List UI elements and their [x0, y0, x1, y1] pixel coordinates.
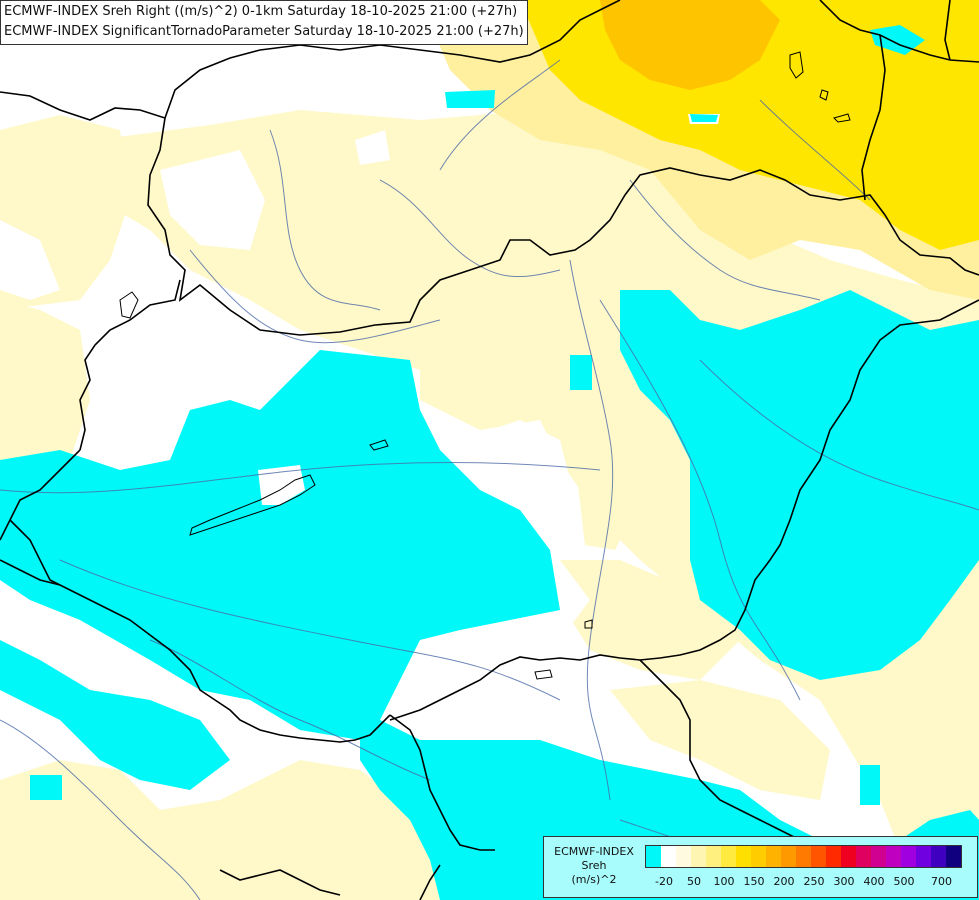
legend-color-scale [645, 845, 962, 868]
legend-swatch [706, 846, 721, 867]
legend-tick-label: 300 [833, 875, 855, 888]
map-title-box: ECMWF-INDEX Sreh Right ((m/s)^2) 0-1km S… [0, 0, 528, 45]
legend-tick-labels: -20 50 100 150 200 250 300 400 500 700 [645, 875, 975, 891]
legend-swatch [916, 846, 931, 867]
legend-tick-label: 400 [863, 875, 885, 888]
legend-swatch [661, 846, 676, 867]
legend-swatch [751, 846, 766, 867]
color-legend: ECMWF-INDEX Sreh (m/s)^2 -20 50 100 150 200 2… [543, 836, 978, 898]
legend-swatch [811, 846, 826, 867]
legend-swatch [691, 846, 706, 867]
legend-swatch [901, 846, 916, 867]
legend-tick-label: 250 [803, 875, 825, 888]
legend-tick-label: 500 [893, 875, 915, 888]
legend-tick-label: 50 [687, 875, 701, 888]
legend-swatch [841, 846, 856, 867]
legend-swatch [736, 846, 751, 867]
legend-swatch [646, 846, 661, 867]
legend-swatch [946, 846, 961, 867]
legend-tick-label: 700 [931, 875, 952, 888]
legend-swatch [931, 846, 946, 867]
legend-swatch [781, 846, 796, 867]
legend-tick-label: 200 [773, 875, 795, 888]
legend-swatch [676, 846, 691, 867]
title-line-stp: ECMWF-INDEX SignificantTornadoParameter … [4, 24, 524, 39]
legend-name: ECMWF-INDEX Sreh (m/s)^2 [544, 845, 644, 887]
legend-variable: Sreh [581, 859, 607, 872]
legend-tick-label: 100 [713, 875, 735, 888]
cyan-fields [0, 290, 979, 900]
legend-tick-label: -20 [655, 875, 673, 888]
legend-swatch [826, 846, 841, 867]
legend-swatch [856, 846, 871, 867]
legend-swatch [886, 846, 901, 867]
rivers [0, 59, 979, 900]
legend-swatch [721, 846, 736, 867]
title-line-sreh: ECMWF-INDEX Sreh Right ((m/s)^2) 0-1km S… [4, 4, 518, 19]
lakes [119, 51, 851, 680]
light-yellow-fields [0, 110, 979, 900]
legend-source: ECMWF-INDEX [554, 845, 634, 858]
legend-swatch [796, 846, 811, 867]
legend-tick-label: 150 [743, 875, 765, 888]
legend-swatch [871, 846, 886, 867]
legend-unit: (m/s)^2 [571, 873, 617, 886]
legend-swatch [766, 846, 781, 867]
